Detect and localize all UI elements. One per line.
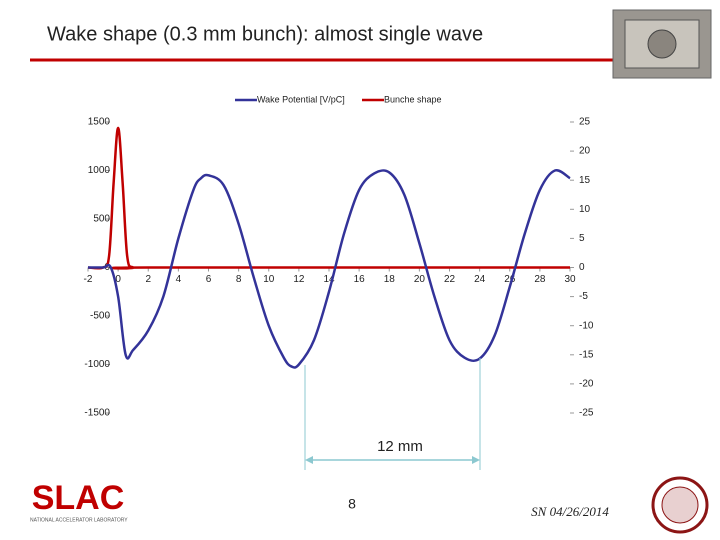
y2-tick-label: 10	[579, 204, 591, 215]
x-tick-label: 18	[384, 274, 396, 285]
y2-tick-label: -5	[579, 291, 588, 302]
logo-subtitle: NATIONAL ACCELERATOR LABORATORY	[30, 517, 128, 523]
y2-tick-label: 15	[579, 175, 591, 186]
y2-tick-label: -15	[579, 349, 594, 360]
x-tick-label: 12	[293, 274, 305, 285]
y2-tick-label: 5	[579, 233, 585, 244]
y2-tick-label: -10	[579, 320, 594, 331]
x-tick-label: 16	[354, 274, 366, 285]
y2-tick-label: 20	[579, 146, 591, 157]
x-tick-label: 24	[474, 274, 486, 285]
x-tick-label: 2	[145, 274, 151, 285]
seal	[651, 476, 709, 534]
annotation: 12 mm	[377, 438, 423, 455]
x-tick-label: 10	[263, 274, 275, 285]
seal-inner	[661, 486, 699, 524]
slide-title: Wake shape (0.3 mm bunch): almost single…	[47, 23, 483, 45]
y-tick-label: 1000	[88, 165, 111, 176]
y-tick-label: 500	[93, 214, 110, 225]
page-number: 8	[348, 496, 356, 512]
y-tick-label: -500	[90, 311, 110, 322]
y2-tick-label: -20	[579, 379, 594, 390]
y2-tick-label: -25	[579, 408, 594, 419]
author-date: SN 04/26/2014	[531, 504, 609, 519]
legend-label: Bunche shape	[384, 94, 442, 104]
y-tick-label: 0	[104, 262, 110, 273]
x-tick-label: 22	[444, 274, 456, 285]
y-tick-label: -1500	[84, 408, 110, 419]
y2-tick-label: 0	[579, 262, 585, 273]
y2-tick-label: 25	[579, 117, 591, 128]
photo-detail	[647, 29, 677, 59]
y-tick-label: -1000	[84, 359, 110, 370]
x-tick-label: 6	[206, 274, 212, 285]
x-tick-label: 4	[176, 274, 182, 285]
logo: SLAC	[32, 479, 125, 517]
x-tick-label: 20	[414, 274, 426, 285]
series-line	[87, 126, 570, 270]
x-tick-label: 8	[236, 274, 242, 285]
plot: -2 0 2 4 6 8 10 12 14 16 18 20 22 24 26 28 30-1500-1000-…	[84, 94, 594, 418]
x-tick-label: -2	[84, 274, 93, 285]
x-tick-label: 28	[534, 274, 546, 285]
legend-label: Wake Potential [V/pC]	[257, 94, 345, 104]
y-tick-label: 1500	[88, 117, 111, 128]
x-tick-label: 0	[115, 274, 121, 285]
x-tick-label: 14	[323, 274, 335, 285]
x-tick-label: 30	[564, 274, 576, 285]
x-tick-label: 26	[504, 274, 516, 285]
